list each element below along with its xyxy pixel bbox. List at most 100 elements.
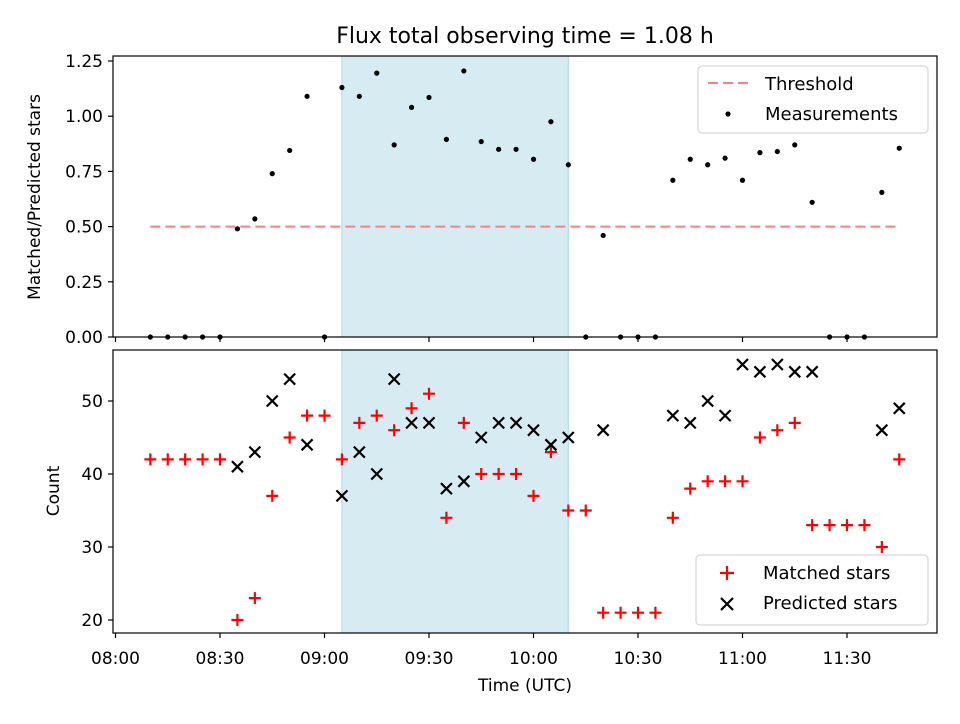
predicted-point: [527, 423, 540, 437]
matched-point: [353, 416, 366, 429]
matched-point: [597, 606, 610, 619]
measurement-point: [426, 94, 432, 101]
predicted-point: [335, 489, 349, 503]
predicted-point: [788, 365, 802, 379]
measurement-point: [234, 226, 241, 232]
measurement-point: [374, 70, 380, 76]
matched-point: [788, 416, 801, 429]
bottom-panel: 20 30 40 50 08:00 08:30 09:00 09:30 10:00 10:30 1…: [44, 349, 938, 696]
bottom-span: [341, 349, 569, 634]
bottom-x-tick-label: 11:00: [718, 649, 767, 669]
matched-point: [179, 453, 192, 466]
measurement-point: [792, 142, 798, 148]
top-x-ticks: [114, 337, 848, 342]
measurement-point: [513, 146, 519, 152]
matched-point: [632, 606, 644, 619]
predicted-point: [771, 358, 784, 371]
matched-point: [335, 453, 348, 466]
matched-point: [370, 409, 383, 422]
matched-point: [283, 431, 296, 444]
legend-measurements-label: Measurements: [765, 104, 898, 125]
predicted-point: [596, 423, 610, 437]
legend-matched-swatch: [720, 566, 734, 580]
bottom-x-tick-label: 11:30: [823, 649, 872, 669]
matched-point: [266, 489, 279, 502]
bottom-x-tick-label: 10:30: [614, 649, 663, 669]
measurement-point: [304, 93, 310, 99]
top-y-tick-label: 0.50: [65, 218, 103, 238]
predicted-point: [892, 402, 906, 415]
matched-point: [893, 453, 906, 466]
matched-point: [231, 614, 244, 626]
top-y-tick-label: 0.75: [65, 162, 103, 182]
predicted-points: [231, 358, 906, 503]
bottom-axes-frame: [112, 349, 938, 634]
measurement-point: [287, 147, 293, 154]
bottom-x-tick-label: 09:30: [405, 649, 454, 669]
matched-point: [318, 409, 331, 422]
legend-threshold-label: Threshold: [764, 74, 854, 95]
matched-point: [144, 453, 157, 466]
measurement-point: [391, 142, 397, 148]
bottom-x-tick-label: 08:30: [196, 649, 245, 669]
measurement-point: [252, 216, 258, 222]
top-legend-box: [697, 65, 929, 134]
matched-point: [875, 541, 888, 553]
bottom-y-axis: 20 30 40 50: [81, 392, 113, 631]
top-y-tick-label: 1.25: [65, 52, 103, 72]
matched-point: [771, 424, 784, 437]
matched-point: [579, 504, 592, 517]
matched-point: [858, 519, 871, 532]
matched-point: [457, 416, 470, 429]
top-y-axis: 0.00 0.25 0.50 0.75 1.00 1.25: [65, 52, 113, 348]
matched-point: [301, 409, 314, 422]
legend-measurements-swatch: [725, 111, 731, 117]
measurement-point: [687, 156, 693, 162]
predicted-point: [492, 416, 505, 430]
matched-point: [701, 475, 714, 488]
matched-point: [841, 519, 853, 532]
measurement-point: [548, 119, 554, 125]
measurement-point: [705, 162, 711, 168]
matched-point: [492, 468, 505, 480]
predicted-point: [736, 358, 749, 371]
measurement-point: [478, 138, 484, 145]
measurement-point: [670, 177, 676, 183]
predicted-point: [562, 431, 575, 444]
matched-point: [440, 511, 453, 524]
measurement-point: [443, 136, 450, 142]
top-y-tick-label: 1.00: [65, 107, 103, 127]
legend-predicted-label: Predicted stars: [763, 593, 897, 614]
measurement-point: [461, 68, 467, 74]
measurement-point: [739, 177, 746, 183]
predicted-point: [300, 438, 314, 452]
matched-point: [666, 511, 679, 524]
matched-point: [614, 606, 627, 619]
matched-point: [823, 519, 836, 532]
predicted-point: [544, 438, 558, 452]
bottom-y-label: Count: [44, 465, 64, 516]
matched-point: [388, 424, 401, 437]
measurement-point: [722, 155, 728, 161]
matched-point: [753, 431, 766, 444]
legend-matched-label: Matched stars: [763, 563, 890, 584]
matched-point: [806, 519, 819, 532]
predicted-point: [248, 445, 262, 459]
chart-title: Flux total observing time = 1.08 h: [336, 24, 714, 49]
predicted-point: [701, 394, 714, 408]
measurement-point: [269, 171, 275, 177]
measurement-point: [565, 162, 571, 168]
matched-point: [475, 468, 488, 480]
top-span: [341, 55, 569, 338]
bottom-legend: Matched stars Predicted stars: [695, 554, 929, 626]
matched-point: [736, 475, 749, 488]
matched-point: [214, 453, 226, 466]
bottom-legend-box: [695, 554, 929, 626]
matched-point: [196, 453, 209, 466]
measurement-point: [530, 156, 537, 162]
matched-point: [423, 387, 435, 400]
measurement-point: [774, 148, 780, 155]
measurement-point: [757, 150, 763, 156]
bottom-y-tick-label: 40: [81, 465, 103, 485]
